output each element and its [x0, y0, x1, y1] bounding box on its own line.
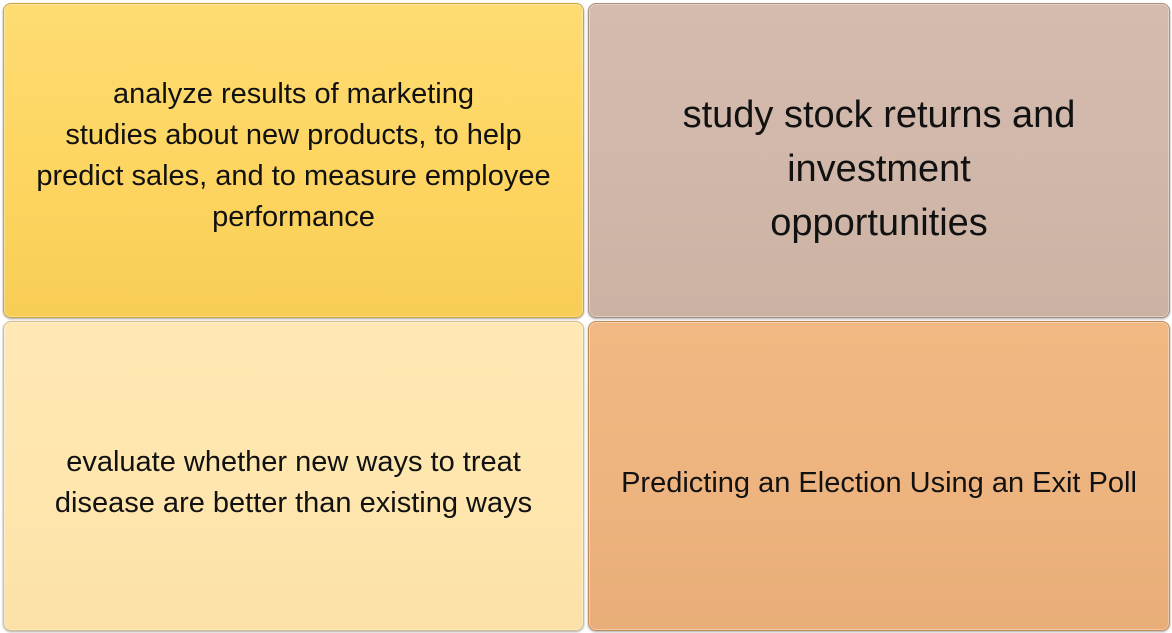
tile-disease-treatment-text: evaluate whether new ways to treat disea…: [54, 446, 533, 519]
tile-disease-treatment: evaluate whether new ways to treat disea…: [3, 321, 584, 631]
tile-marketing-studies: analyze results of marketing studies abo…: [3, 3, 584, 318]
tile-stock-returns-text: study stock returns and investment oppor…: [682, 94, 1076, 244]
tile-election-exit-poll: Predicting an Election Using an Exit Pol…: [588, 321, 1170, 631]
tile-election-exit-poll-text: Predicting an Election Using an Exit Pol…: [621, 466, 1137, 499]
tile-stock-returns: study stock returns and investment oppor…: [588, 3, 1170, 318]
tile-marketing-studies-text: analyze results of marketing studies abo…: [36, 77, 551, 233]
